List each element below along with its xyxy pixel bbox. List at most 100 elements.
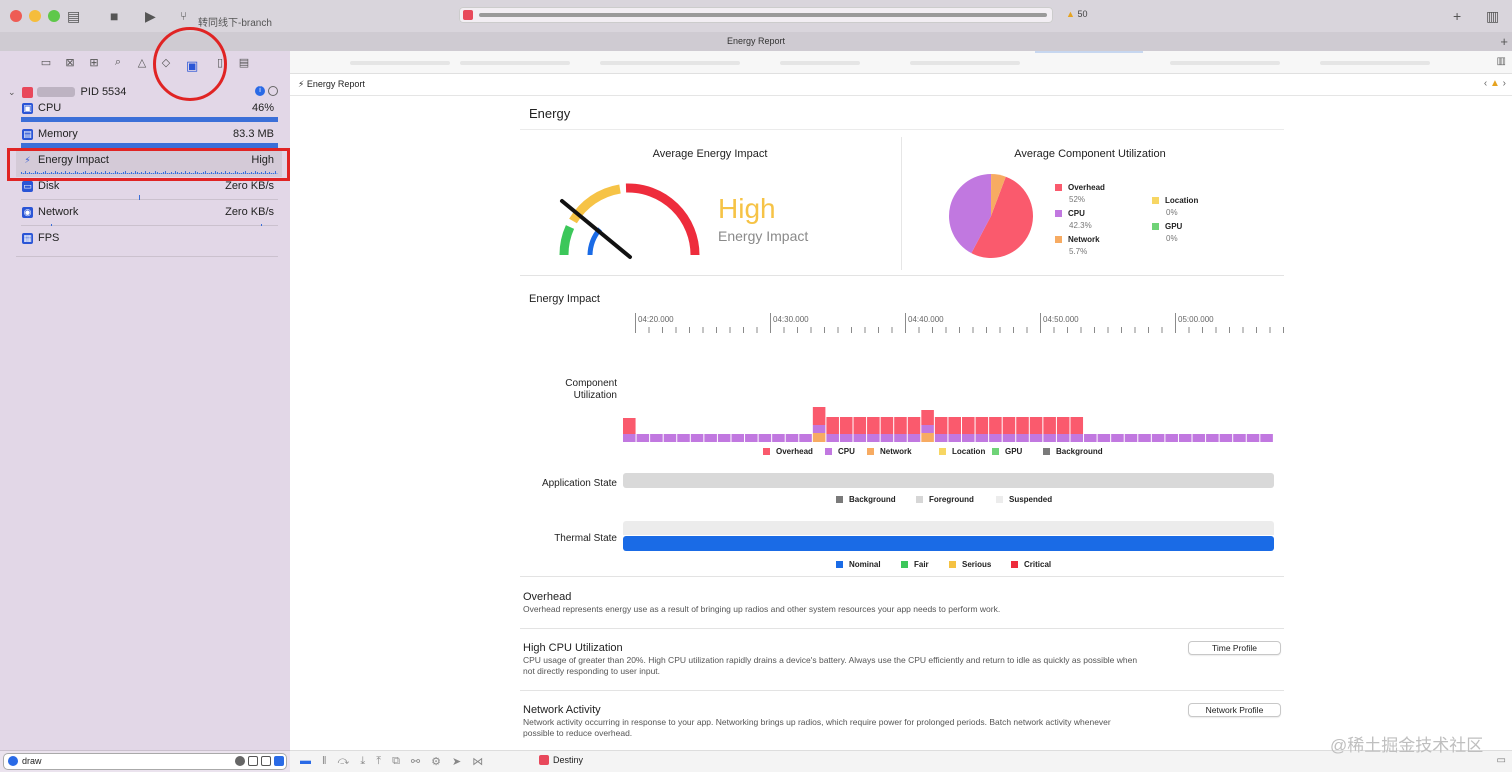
close-button[interactable] <box>10 10 22 22</box>
editor-tab[interactable] <box>350 61 450 65</box>
panel-toggle-icon[interactable]: ▭ <box>1496 755 1506 766</box>
watermark: @稀土掘金技术社区 <box>1330 736 1484 755</box>
energy-sparkline <box>21 171 278 174</box>
annotation-box <box>7 148 290 181</box>
editor-tab[interactable] <box>780 61 860 65</box>
find-icon[interactable]: ⌕ <box>114 56 122 68</box>
bar-cpu <box>934 434 948 442</box>
step-over-icon[interactable]: ⤼ <box>337 755 350 767</box>
bar-cpu <box>921 425 934 433</box>
bar-cpu <box>1260 434 1273 442</box>
time-profile-button[interactable]: Time Profile <box>1188 641 1281 655</box>
source-control-icon[interactable]: ⊠ <box>65 57 75 69</box>
bar-overhead <box>934 417 948 434</box>
memory-sparkline <box>21 143 278 148</box>
filter-icon <box>8 756 18 766</box>
split-editor-icon[interactable]: ▥ <box>1496 56 1506 67</box>
network-icon: ◉ <box>22 207 33 218</box>
pie-legend-network: Network <box>1055 235 1100 244</box>
legend-foreground: Foreground <box>916 495 974 504</box>
back-icon[interactable]: ‹ <box>1483 78 1488 89</box>
bar-cpu <box>812 425 826 433</box>
gauge-value: 46% <box>251 102 274 114</box>
bar-overhead <box>880 417 894 434</box>
editor-tab[interactable] <box>600 61 700 65</box>
view-hierarchy-icon[interactable]: ⧉ <box>392 755 400 767</box>
sidebar-toggle-icon[interactable]: ▤ <box>67 8 81 24</box>
minimize-button[interactable] <box>29 10 41 22</box>
clear-icon[interactable] <box>235 756 245 766</box>
issue-icon[interactable]: △ <box>137 57 147 69</box>
info-icon[interactable]: i <box>255 86 265 96</box>
gauge-memory[interactable]: ▤ Memory 83.3 MB <box>16 126 278 152</box>
editor-tab[interactable] <box>1320 61 1430 65</box>
console-toggle-icon[interactable]: ▬ <box>300 755 311 767</box>
jump-bar-title[interactable]: ⚡ Energy Report <box>298 79 365 90</box>
metal-icon[interactable]: ⋈ <box>472 756 484 768</box>
pie-legend-pct: 42.3% <box>1069 221 1092 230</box>
stop-icon[interactable]: ■ <box>110 8 119 24</box>
run-icon[interactable]: ▶ <box>145 8 156 24</box>
avg-component-heading: Average Component Utilization <box>1014 148 1166 160</box>
network-profile-button[interactable]: Network Profile <box>1188 703 1281 717</box>
gauge-network[interactable]: ◉ Network Zero KB/s <box>16 204 278 230</box>
zoom-button[interactable] <box>48 10 60 22</box>
environment-icon[interactable]: ⚙ <box>431 756 442 768</box>
step-out-icon[interactable]: ⤒ <box>376 755 382 767</box>
pie-legend-cpu: CPU <box>1055 209 1085 218</box>
editor-tab-strip: ▥ <box>290 51 1512 74</box>
editor-tab[interactable] <box>690 61 740 65</box>
jump-bar: ⚡ Energy Report ‹ ▲ › <box>290 74 1512 96</box>
bolt-icon: ⚡ <box>24 155 31 165</box>
annotation-circle <box>153 27 227 101</box>
time-tick-label: 04:20.000 <box>638 315 674 324</box>
bar-cpu <box>1246 434 1260 442</box>
filter-option-icon[interactable] <box>248 756 258 766</box>
folder-icon[interactable]: ▭ <box>40 57 52 69</box>
pause-icon[interactable] <box>268 86 278 96</box>
bar-cpu <box>839 434 853 442</box>
energy-level: High <box>718 193 776 224</box>
bar-cpu <box>1151 434 1165 442</box>
cpu-section-description: CPU usage of greater than 20%. High CPU … <box>523 655 1138 676</box>
continue-icon[interactable]: ‖ <box>322 755 327 767</box>
warning-icon[interactable]: ▲ <box>1489 78 1500 89</box>
location-icon[interactable]: ➤ <box>452 756 462 768</box>
bar-overhead <box>867 417 880 434</box>
bar-cpu <box>1111 434 1124 442</box>
app-icon <box>21 86 33 98</box>
bar-overhead <box>853 417 867 434</box>
memory-graph-icon[interactable]: ⚯ <box>410 756 421 768</box>
warning-count[interactable]: ▲ 50 <box>1066 9 1087 19</box>
branch-name[interactable]: 转同线下-branch <box>198 18 272 29</box>
disclosure-chevron-icon[interactable]: ⌄ <box>8 86 16 97</box>
tab-energy-report[interactable]: Energy Report <box>726 36 786 46</box>
inspector-toggle-icon[interactable]: ▥ <box>1486 8 1500 24</box>
cpu-icon: ▣ <box>22 103 33 114</box>
thermal-state-bar <box>623 536 1274 551</box>
gauge-fps[interactable]: ▦ FPS <box>16 230 278 256</box>
editor-tab[interactable] <box>1170 61 1280 65</box>
filter-option2-icon[interactable] <box>261 756 271 766</box>
step-into-icon[interactable]: ⤓ <box>360 755 366 767</box>
memory-icon: ▤ <box>22 129 33 140</box>
debug-process[interactable]: Destiny <box>539 755 583 765</box>
editor-area: ▥ ⚡ Energy Report ‹ ▲ › Energy Average E… <box>290 51 1512 772</box>
gauge-energy-impact[interactable]: ⚡ Energy Impact High <box>16 152 278 178</box>
process-row[interactable]: ⌄ PID 5534 i <box>8 84 278 100</box>
new-tab-icon[interactable]: + <box>1500 34 1508 49</box>
pie-legend-overhead: Overhead <box>1055 183 1105 192</box>
forward-icon[interactable]: › <box>1502 78 1506 89</box>
filter-option3-icon[interactable] <box>274 756 284 766</box>
process-name: PID 5534 <box>80 86 127 98</box>
gauge-disk[interactable]: ▭ Disk Zero KB/s <box>16 178 278 204</box>
symbol-icon[interactable]: ⊞ <box>89 57 99 69</box>
debug-navigator-icon[interactable]: ▣ <box>186 58 199 73</box>
editor-tab[interactable] <box>910 61 1020 65</box>
add-icon[interactable]: + <box>1453 8 1462 24</box>
editor-tab[interactable] <box>460 61 570 65</box>
gauge-cpu[interactable]: ▣ CPU 46% <box>16 100 278 126</box>
bar-cpu <box>989 434 1002 442</box>
report-icon[interactable]: ▤ <box>238 57 250 69</box>
filter-field[interactable]: draw <box>4 754 286 769</box>
